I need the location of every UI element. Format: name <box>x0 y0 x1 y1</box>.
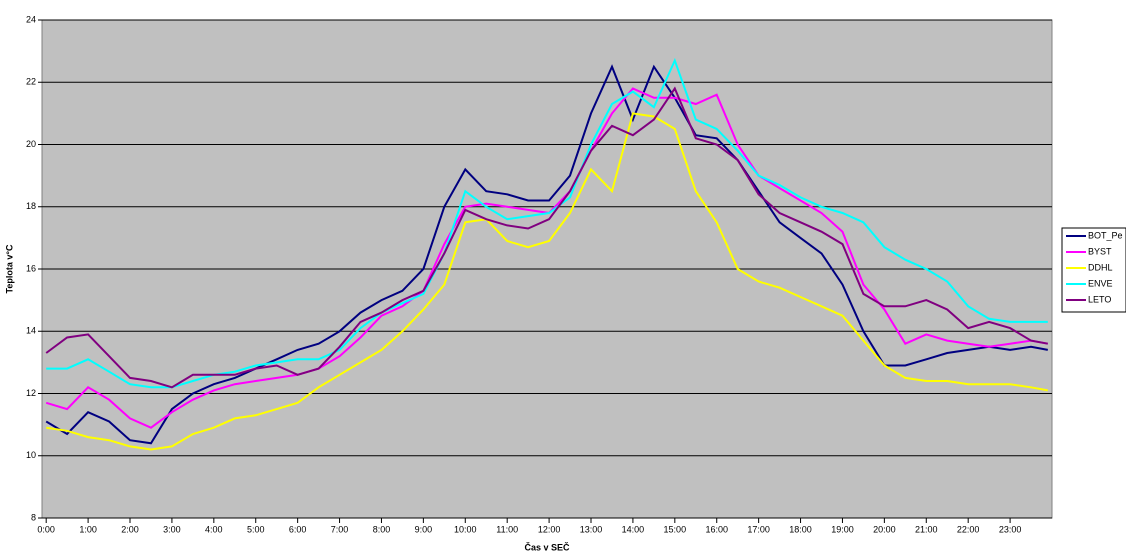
x-tick-label: 6:00 <box>289 524 307 534</box>
y-tick-label: 12 <box>26 388 36 398</box>
x-tick-label: 15:00 <box>664 524 687 534</box>
x-tick-label: 13:00 <box>580 524 603 534</box>
y-tick-label: 10 <box>26 450 36 460</box>
x-tick-label: 9:00 <box>415 524 433 534</box>
x-tick-label: 7:00 <box>331 524 349 534</box>
legend-label: BOT_Pe <box>1088 230 1123 240</box>
series-line <box>45 86 1048 389</box>
x-tick-label: 23:00 <box>999 524 1022 534</box>
legend-label: ENVE <box>1088 278 1113 288</box>
x-tick-label: 14:00 <box>622 524 645 534</box>
x-tick-label: 21:00 <box>915 524 938 534</box>
y-tick-label: 20 <box>26 139 36 149</box>
x-tick-label: 19:00 <box>831 524 854 534</box>
y-tick-label: 22 <box>26 77 36 87</box>
x-tick-label: 3:00 <box>163 524 181 534</box>
y-tick-label: 16 <box>26 263 36 273</box>
x-tick-label: 2:00 <box>121 524 139 534</box>
x-tick-label: 11:00 <box>496 524 518 534</box>
x-tick-label: 4:00 <box>205 524 223 534</box>
legend-box <box>1061 227 1126 313</box>
series-line <box>46 112 1048 451</box>
x-tick-label: 17:00 <box>747 524 770 534</box>
x-tick-label: 5:00 <box>247 524 265 534</box>
x-tick-label: 20:00 <box>873 524 896 534</box>
x-tick-label: 18:00 <box>789 524 812 534</box>
x-tick-label: 8:00 <box>373 524 391 534</box>
x-axis-title: Čas v SEČ <box>524 541 570 552</box>
legend-label: BYST <box>1088 246 1112 256</box>
x-tick-label: 16:00 <box>705 524 728 534</box>
y-axis-title: Teplota v°C <box>4 244 14 293</box>
y-tick-label: 24 <box>26 14 36 24</box>
y-tick-label: 8 <box>31 512 36 522</box>
x-tick-label: 10:00 <box>454 524 477 534</box>
y-tick-label: 14 <box>26 326 36 336</box>
legend-label: DDHL <box>1088 262 1113 272</box>
x-tick-label: 12:00 <box>538 524 561 534</box>
x-tick-label: 22:00 <box>957 524 980 534</box>
y-tick-label: 18 <box>26 201 36 211</box>
x-tick-label: 1:00 <box>79 524 97 534</box>
x-tick-label: 0:00 <box>37 524 55 534</box>
legend-label: LETO <box>1088 294 1111 304</box>
